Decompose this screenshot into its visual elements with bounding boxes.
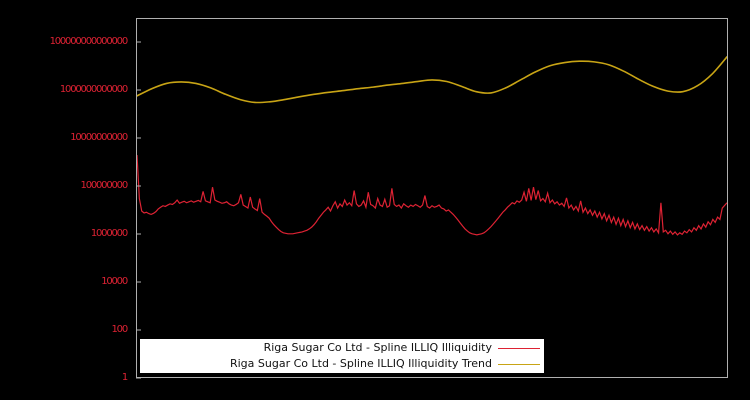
y-tick-label: 1000000000000 [59,84,128,95]
y-tick-mark [136,377,141,379]
y-tick-label: 1 [121,372,128,383]
legend-item-illiquidity: Riga Sugar Co Ltd - Spline ILLIQ Illiqui… [140,340,540,356]
y-tick-label: 100000000 [80,180,129,191]
y-tick-mark [136,89,141,91]
y-tick-mark [136,281,141,283]
legend-label-trend: Riga Sugar Co Ltd - Spline ILLIQ Illiqui… [229,357,492,370]
series-line-illiquidity [137,154,727,236]
legend-item-trend: Riga Sugar Co Ltd - Spline ILLIQ Illiqui… [140,356,540,372]
y-tick-mark [136,41,141,43]
y-tick-label: 1000000 [90,228,128,239]
y-tick-mark [136,329,141,331]
legend-label-illiquidity: Riga Sugar Co Ltd - Spline ILLIQ Illiqui… [263,341,492,354]
y-tick-mark [136,137,141,139]
y-tick-label: 100 [111,324,129,335]
y-tick-label: 10000000000 [70,132,128,143]
y-tick-mark [136,185,141,187]
chart-legend: Riga Sugar Co Ltd - Spline ILLIQ Illiqui… [140,339,544,373]
y-axis: 1 100 10000 1000000 100000000 10000000000 1000… [0,18,133,383]
y-tick-label: 100000000000000 [49,36,129,47]
legend-swatch-trend [498,363,540,365]
series-canvas [137,56,727,236]
y-tick-mark [136,233,141,235]
legend-swatch-illiquidity [498,347,540,349]
series-line-trend [137,56,727,104]
y-tick-label: 10000 [101,276,128,287]
plot-area [136,18,728,378]
